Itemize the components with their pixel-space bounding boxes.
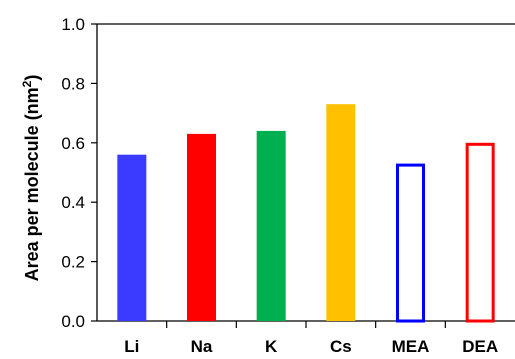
y-tick-label: 1.0 xyxy=(61,15,85,34)
y-tick-label: 0.0 xyxy=(61,312,85,331)
y-axis-title: Area per molecule (nm2) xyxy=(20,75,42,282)
x-tick-label: Na xyxy=(191,337,213,356)
y-axis-ticks: 0.0 0.2 0.4 0.6 0.8 1.0 xyxy=(61,15,97,331)
bar-na xyxy=(187,133,216,321)
bar-li xyxy=(117,154,147,321)
y-tick-label: 0.2 xyxy=(61,253,85,272)
x-tick-label: Cs xyxy=(330,337,352,356)
x-tick-label: Li xyxy=(124,337,139,356)
y-tick-label: 0.4 xyxy=(61,193,85,212)
bars xyxy=(117,104,495,323)
bar-k xyxy=(256,130,286,321)
x-tick-label: DEA xyxy=(462,337,498,356)
chart-axes xyxy=(96,23,515,322)
x-tick-label: MEA xyxy=(392,337,430,356)
x-tick-label: K xyxy=(265,337,278,356)
x-axis-labels: Li Na K Cs MEA DEA xyxy=(124,321,498,356)
bar-dea xyxy=(465,142,495,323)
bar-cs xyxy=(326,104,356,321)
y-tick-label: 0.8 xyxy=(61,74,85,93)
bar-mea xyxy=(396,163,425,323)
y-tick-label: 0.6 xyxy=(61,134,85,153)
